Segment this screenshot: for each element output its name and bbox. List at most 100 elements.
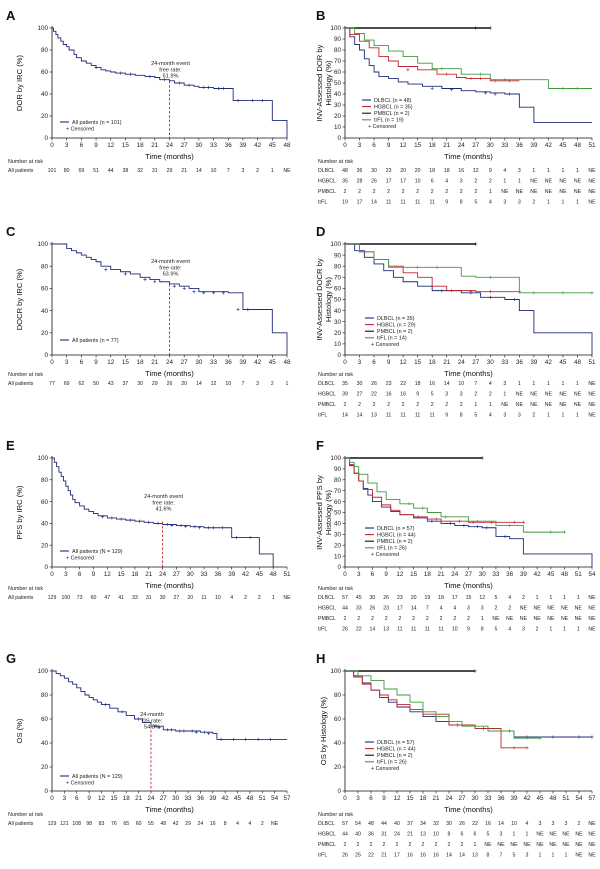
risk-value: 41 <box>118 595 124 601</box>
x-tick-label: 54 <box>588 571 596 578</box>
series-all <box>52 243 288 355</box>
risk-value: 14 <box>459 853 465 859</box>
censor-mark <box>421 506 425 510</box>
x-tick-label: 21 <box>438 571 446 578</box>
risk-value: NE <box>588 627 596 633</box>
x-tick-label: 57 <box>588 795 596 802</box>
legend-item-censored: + Censored <box>66 126 94 132</box>
legend-item: trFL (n = 14) <box>377 336 407 342</box>
x-tick-label: 21 <box>135 795 143 802</box>
series-hgbcl <box>345 670 529 750</box>
x-tick-label: 51 <box>588 359 596 366</box>
risk-value: 26 <box>342 627 348 633</box>
series-all <box>52 670 287 741</box>
risk-value: 4 <box>453 606 456 612</box>
risk-value: 3 <box>526 853 529 859</box>
legend-item: DLBCL (n = 35) <box>377 316 415 322</box>
x-tick-label: 57 <box>283 795 291 802</box>
censor-mark <box>202 85 206 89</box>
risk-value: 1 <box>518 381 521 387</box>
risk-value: 2 <box>578 821 581 827</box>
panel-label: D <box>316 224 325 239</box>
risk-value: 16 <box>210 821 216 827</box>
risk-value: 5 <box>431 392 434 398</box>
milestone-annotation: free rate: <box>159 67 182 73</box>
censor-mark <box>551 735 555 739</box>
censor-mark <box>182 286 186 290</box>
risk-value: 22 <box>368 853 374 859</box>
milestone-annotation: free rate: <box>152 500 175 506</box>
censor-mark <box>172 284 176 288</box>
risk-value: 2 <box>387 189 390 195</box>
x-tick-label: 18 <box>424 571 432 578</box>
risk-value: 65 <box>123 821 129 827</box>
y-tick-label: 20 <box>334 542 342 549</box>
risk-value: 20 <box>400 168 406 174</box>
risk-value: 60 <box>91 595 97 601</box>
x-tick-label: 15 <box>118 571 126 578</box>
risk-value: 1 <box>547 200 550 206</box>
censor-mark <box>244 737 248 741</box>
x-tick-label: 6 <box>372 142 376 149</box>
milestone-annotation: OS rate: <box>142 718 163 724</box>
censor-mark <box>118 71 123 75</box>
risk-value: 1 <box>547 413 550 419</box>
risk-value: 2 <box>445 189 448 195</box>
x-tick-label: 33 <box>185 795 193 802</box>
y-tick-label: 50 <box>334 510 342 517</box>
x-tick-label: 36 <box>214 571 222 578</box>
x-tick-label: 9 <box>384 571 388 578</box>
x-tick-label: 39 <box>228 571 236 578</box>
risk-row-label: PMBCL <box>318 189 336 195</box>
x-tick-label: 42 <box>222 795 230 802</box>
risk-value: NE <box>561 616 569 622</box>
risk-value: 7 <box>426 606 429 612</box>
risk-value: NE <box>530 189 538 195</box>
censor-mark <box>549 530 553 534</box>
risk-table-title: Number at risk <box>8 372 43 378</box>
risk-value: 10 <box>458 381 464 387</box>
risk-value: 27 <box>174 595 180 601</box>
x-tick-label: 24 <box>451 571 459 578</box>
survival-curve <box>345 243 592 294</box>
censor-mark <box>128 518 132 522</box>
risk-value: 26 <box>167 381 173 387</box>
censor-mark <box>101 515 105 519</box>
x-tick-label: 9 <box>87 795 91 802</box>
censor-mark <box>488 295 492 299</box>
y-tick-label: 70 <box>334 58 342 65</box>
y-axis-label: INV-Assessed PFS byHistology (%) <box>315 475 333 550</box>
risk-value: 2 <box>474 392 477 398</box>
x-tick-label: 27 <box>472 359 480 366</box>
risk-value: 14 <box>342 413 348 419</box>
x-tick-label: 36 <box>497 795 505 802</box>
censor-mark <box>508 92 512 96</box>
survival-curve <box>345 27 592 89</box>
risk-value: 23 <box>397 595 403 601</box>
risk-value: 11 <box>400 200 405 206</box>
legend-item: HGBCL (n = 35) <box>374 104 413 110</box>
risk-value: 44 <box>342 832 348 838</box>
risk-value: 17 <box>397 606 403 612</box>
risk-value: 3 <box>445 392 448 398</box>
censor-mark <box>251 99 255 103</box>
survival-curve <box>345 27 592 124</box>
risk-value: 1 <box>561 200 564 206</box>
x-tick-label: 18 <box>123 795 131 802</box>
risk-value: 4 <box>489 413 492 419</box>
risk-value: 26 <box>342 853 348 859</box>
risk-value: 3 <box>539 821 542 827</box>
risk-value: 6 <box>461 832 464 838</box>
risk-value: 44 <box>108 168 114 174</box>
y-tick-label: 80 <box>334 692 342 699</box>
y-tick-label: 100 <box>37 455 48 462</box>
x-tick-label: 3 <box>358 142 362 149</box>
risk-value: 16 <box>433 853 439 859</box>
risk-row-label: HGBCL <box>318 179 336 185</box>
risk-value: 2 <box>489 179 492 185</box>
y-tick-label: 40 <box>334 740 342 747</box>
censor-mark <box>525 736 529 740</box>
y-tick-label: 0 <box>337 788 341 795</box>
risk-value: 7 <box>241 381 244 387</box>
censor-mark <box>538 736 542 740</box>
